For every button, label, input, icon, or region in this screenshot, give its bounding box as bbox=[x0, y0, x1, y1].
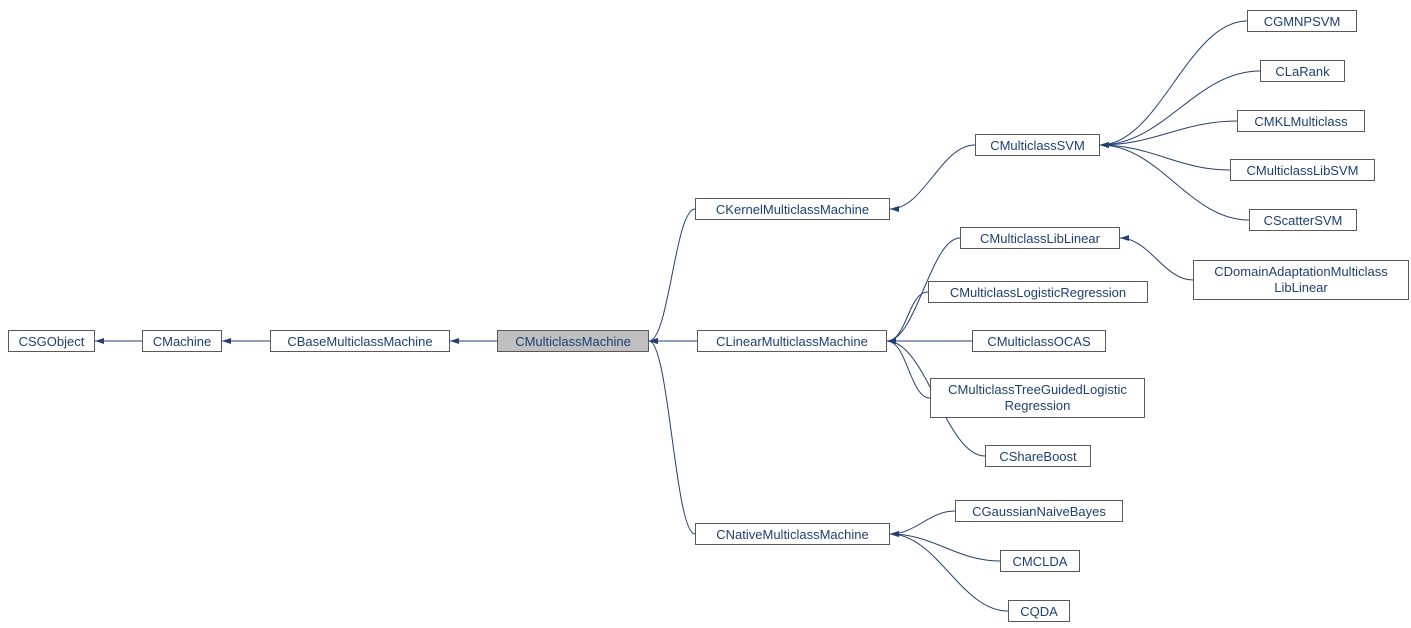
edge-CQDA-CNativeMulticlassMachine bbox=[890, 534, 1008, 611]
node-CLaRank[interactable]: CLaRank bbox=[1260, 60, 1345, 82]
edge-CMulticlassTreeGuidedLogisticRegression-CLinearMulticlassMachine bbox=[887, 341, 930, 398]
node-CMKLMulticlass[interactable]: CMKLMulticlass bbox=[1237, 110, 1365, 132]
node-CMachine[interactable]: CMachine bbox=[142, 330, 222, 352]
node-CNativeMulticlassMachine[interactable]: CNativeMulticlassMachine bbox=[695, 523, 890, 545]
inheritance-diagram: CSGObject CMachine CBaseMulticlassMachine C… bbox=[0, 0, 1411, 628]
edge-CKernelMulticlassMachine-CMulticlassMachine bbox=[649, 209, 695, 341]
node-CQDA[interactable]: CQDA bbox=[1008, 600, 1070, 622]
node-CShareBoost[interactable]: CShareBoost bbox=[985, 445, 1091, 467]
edge-CGMNPSVM-CMulticlassSVM bbox=[1100, 21, 1247, 145]
node-CLinearMulticlassMachine[interactable]: CLinearMulticlassMachine bbox=[697, 330, 887, 352]
node-CMulticlassLogisticRegression[interactable]: CMulticlassLogisticRegression bbox=[928, 281, 1148, 303]
edge-CScatterSVM-CMulticlassSVM bbox=[1100, 145, 1249, 220]
node-CMulticlassLibLinear[interactable]: CMulticlassLibLinear bbox=[960, 227, 1120, 249]
edge-CNativeMulticlassMachine-CMulticlassMachine bbox=[649, 341, 695, 534]
node-CMulticlassSVM[interactable]: CMulticlassSVM bbox=[975, 134, 1100, 156]
node-CBaseMulticlassMachine[interactable]: CBaseMulticlassMachine bbox=[270, 330, 450, 352]
edge-CMulticlassLogisticRegression-CLinearMulticlassMachine bbox=[887, 292, 928, 341]
edge-CMKLMulticlass-CMulticlassSVM bbox=[1100, 121, 1237, 145]
node-CDomainAdaptationMulticlassLibLinear[interactable]: CDomainAdaptationMulticlassLibLinear bbox=[1193, 260, 1409, 300]
edge-CMulticlassSVM-CKernelMulticlassMachine bbox=[890, 145, 975, 209]
node-CMulticlassMachine[interactable]: CMulticlassMachine bbox=[497, 330, 649, 352]
edge-CMCLDA-CNativeMulticlassMachine bbox=[890, 534, 1000, 561]
edge-CDomainAdaptationMulticlassLibLinear-CMulticlassLibLinear bbox=[1120, 238, 1193, 280]
node-CMulticlassOCAS[interactable]: CMulticlassOCAS bbox=[972, 330, 1106, 352]
node-CMCLDA[interactable]: CMCLDA bbox=[1000, 550, 1080, 572]
node-CKernelMulticlassMachine[interactable]: CKernelMulticlassMachine bbox=[695, 198, 890, 220]
edge-CMulticlassLibSVM-CMulticlassSVM bbox=[1100, 145, 1230, 170]
node-CScatterSVM[interactable]: CScatterSVM bbox=[1249, 209, 1357, 231]
edge-CLaRank-CMulticlassSVM bbox=[1100, 71, 1260, 145]
node-CGMNPSVM[interactable]: CGMNPSVM bbox=[1247, 10, 1357, 32]
node-CGaussianNaiveBayes[interactable]: CGaussianNaiveBayes bbox=[955, 500, 1123, 522]
node-CSGObject[interactable]: CSGObject bbox=[8, 330, 95, 352]
node-CMulticlassTreeGuidedLogisticRegression[interactable]: CMulticlassTreeGuidedLogisticRegression bbox=[930, 378, 1145, 418]
edge-CGaussianNaiveBayes-CNativeMulticlassMachine bbox=[890, 511, 955, 534]
node-CMulticlassLibSVM[interactable]: CMulticlassLibSVM bbox=[1230, 159, 1375, 181]
